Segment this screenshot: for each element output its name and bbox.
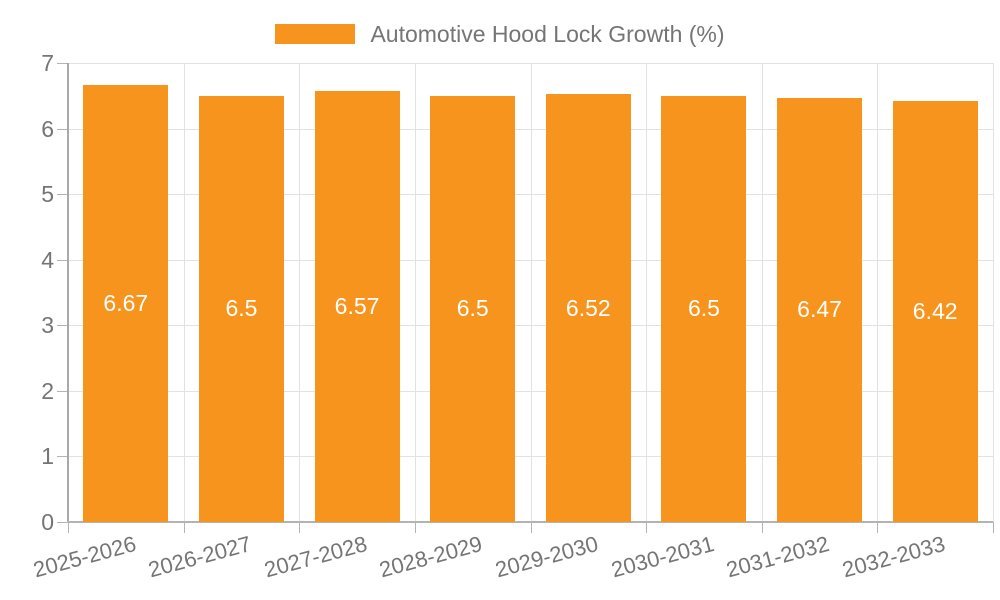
x-axis-label: 2031-2032 xyxy=(723,531,833,583)
y-axis-label: 5 xyxy=(41,181,54,208)
x-axis-tick xyxy=(646,522,648,533)
bar-value-label: 6.5 xyxy=(687,295,720,322)
y-axis-tick xyxy=(57,128,67,130)
x-axis-line xyxy=(67,521,993,523)
y-axis-tick xyxy=(57,63,67,64)
x-axis-label: 2025-2026 xyxy=(30,531,139,583)
x-axis-tick xyxy=(183,522,185,533)
y-axis-label: 7 xyxy=(41,50,54,76)
y-axis-label: 6 xyxy=(41,115,54,142)
vertical-gridline xyxy=(183,63,185,522)
x-axis-tick xyxy=(993,522,994,533)
x-axis-tick xyxy=(414,522,416,533)
x-axis-label: 2030-2031 xyxy=(608,531,717,583)
bar-value-label: 6.47 xyxy=(797,296,842,323)
vertical-gridline xyxy=(646,63,648,522)
y-axis-tick xyxy=(57,390,67,392)
y-axis-tick xyxy=(57,325,67,327)
legend-swatch-icon xyxy=(275,24,356,44)
bar[interactable]: 6.57 xyxy=(314,91,400,522)
x-axis-label: 2027-2028 xyxy=(261,531,370,583)
bar-value-label: 6.42 xyxy=(912,298,958,324)
x-axis-label: 2029-2030 xyxy=(492,531,601,583)
bar[interactable]: 6.67 xyxy=(83,84,169,522)
y-axis-tick xyxy=(57,456,67,458)
bar[interactable]: 6.5 xyxy=(430,95,516,522)
x-axis-label: 2028-2029 xyxy=(377,531,486,583)
y-axis-tick xyxy=(57,522,67,523)
x-axis-tick xyxy=(877,522,879,533)
bar-value-label: 6.5 xyxy=(225,295,258,322)
x-axis-label: 2032-2033 xyxy=(839,531,948,583)
bar[interactable]: 6.42 xyxy=(892,101,978,522)
bar-value-label: 6.67 xyxy=(103,289,149,316)
y-axis-line xyxy=(67,63,69,522)
y-axis-label: 4 xyxy=(41,246,54,273)
x-axis-tick xyxy=(299,522,301,533)
vertical-gridline xyxy=(299,63,301,522)
y-axis-label: 0 xyxy=(41,509,54,535)
vertical-gridline xyxy=(877,63,879,522)
bar-value-label: 6.5 xyxy=(456,295,489,322)
bar[interactable]: 6.47 xyxy=(777,97,863,522)
vertical-gridline xyxy=(414,63,416,522)
vertical-gridline xyxy=(761,63,763,522)
x-axis-tick xyxy=(761,522,763,533)
chart-legend[interactable]: Automotive Hood Lock Growth (%) xyxy=(0,20,1000,48)
x-axis-tick xyxy=(68,522,69,533)
x-axis-label: 2026-2027 xyxy=(145,531,254,583)
vertical-gridline xyxy=(530,63,532,522)
bar-value-label: 6.57 xyxy=(334,293,380,320)
x-axis-tick xyxy=(530,522,532,533)
bar[interactable]: 6.52 xyxy=(545,94,631,522)
bar[interactable]: 6.5 xyxy=(198,95,284,522)
legend-label: Automotive Hood Lock Growth (%) xyxy=(370,20,725,47)
y-axis-label: 3 xyxy=(41,312,54,339)
y-axis-label: 1 xyxy=(41,443,54,470)
y-axis-label: 2 xyxy=(41,377,54,404)
bar[interactable]: 6.5 xyxy=(661,95,747,522)
y-axis-tick xyxy=(57,259,67,261)
bar-value-label: 6.52 xyxy=(565,294,611,321)
vertical-gridline xyxy=(993,63,994,522)
y-axis-tick xyxy=(57,194,67,196)
